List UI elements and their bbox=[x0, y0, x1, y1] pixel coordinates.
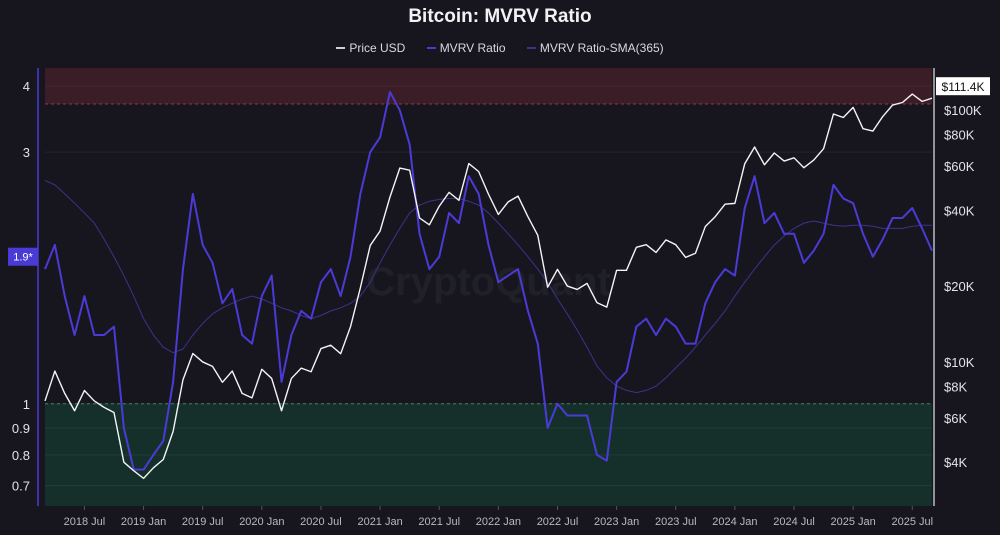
left-tick-label: 0.9 bbox=[12, 421, 30, 436]
right-tick-label: $8K bbox=[944, 379, 967, 394]
watermark: CryptoQuant bbox=[366, 260, 610, 304]
chart-title: Bitcoin: MVRV Ratio bbox=[408, 6, 592, 27]
x-tick-label: 2025 Jul bbox=[891, 516, 933, 528]
legend-swatch-sma bbox=[526, 47, 536, 49]
series-mvrv-ratio-sma-365- bbox=[44, 180, 933, 394]
legend-item-sma[interactable]: MVRV Ratio-SMA(365) bbox=[526, 41, 664, 55]
x-tick-label: 2023 Jul bbox=[655, 516, 697, 528]
legend-label-sma: MVRV Ratio-SMA(365) bbox=[539, 41, 664, 55]
x-tick-label: 2021 Jan bbox=[357, 516, 402, 528]
x-tick-label: 2025 Jan bbox=[831, 516, 876, 528]
x-tick-label: 2024 Jul bbox=[773, 516, 815, 528]
right-tick-label: $80K bbox=[944, 127, 975, 142]
x-tick-label: 2023 Jan bbox=[594, 516, 639, 528]
legend-swatch-price bbox=[336, 47, 346, 49]
x-tick-label: 2021 Jul bbox=[418, 516, 460, 528]
x-tick-label: 2019 Jul bbox=[182, 516, 224, 528]
left-current-label: 1.9* bbox=[13, 252, 33, 264]
right-tick-label: $60K bbox=[944, 159, 975, 174]
legend-item-price[interactable]: Price USD bbox=[336, 41, 405, 55]
legend-swatch-mvrv bbox=[426, 47, 436, 49]
left-tick-label: 3 bbox=[23, 145, 30, 160]
x-tick-label: 2018 Jul bbox=[64, 516, 106, 528]
right-tick-label: $100K bbox=[944, 103, 982, 118]
x-tick-label: 2022 Jul bbox=[537, 516, 579, 528]
legend-item-mvrv[interactable]: MVRV Ratio bbox=[426, 41, 506, 55]
x-tick-label: 2020 Jul bbox=[300, 516, 342, 528]
legend: Price USD MVRV Ratio MVRV Ratio-SMA(365) bbox=[0, 38, 1000, 55]
right-tick-label: $6K bbox=[944, 411, 967, 426]
band-overvalued bbox=[45, 68, 932, 105]
right-tick-label: $40K bbox=[944, 203, 975, 218]
series-price-usd bbox=[44, 93, 933, 480]
legend-label-price: Price USD bbox=[349, 41, 406, 55]
left-current-badge bbox=[8, 247, 38, 266]
right-current-label: $111.4K bbox=[942, 80, 985, 94]
left-tick-label: 0.7 bbox=[12, 478, 30, 493]
band-undervalued bbox=[45, 403, 932, 506]
right-tick-label: $20K bbox=[944, 279, 975, 294]
right-tick-label: $4K bbox=[944, 455, 967, 470]
legend-label-mvrv: MVRV Ratio bbox=[439, 41, 506, 55]
x-tick-label: 2022 Jan bbox=[476, 516, 521, 528]
left-tick-label: 4 bbox=[23, 79, 30, 94]
left-tick-label: 0.8 bbox=[12, 448, 30, 463]
x-tick-label: 2024 Jan bbox=[712, 516, 757, 528]
series-mvrv-ratio bbox=[44, 90, 933, 471]
x-tick-label: 2020 Jan bbox=[239, 516, 284, 528]
right-tick-label: $10K bbox=[944, 355, 975, 370]
right-current-badge bbox=[936, 77, 990, 96]
left-tick-label: 1 bbox=[23, 397, 30, 412]
x-tick-label: 2019 Jan bbox=[121, 516, 166, 528]
